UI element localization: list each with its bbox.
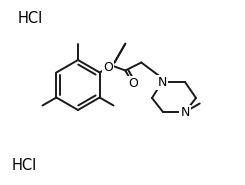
Text: HCl: HCl xyxy=(12,157,37,172)
Text: HCl: HCl xyxy=(18,11,43,26)
Text: O: O xyxy=(103,61,113,74)
Text: O: O xyxy=(128,77,138,90)
Text: N: N xyxy=(180,105,190,119)
Text: N: N xyxy=(157,75,167,88)
